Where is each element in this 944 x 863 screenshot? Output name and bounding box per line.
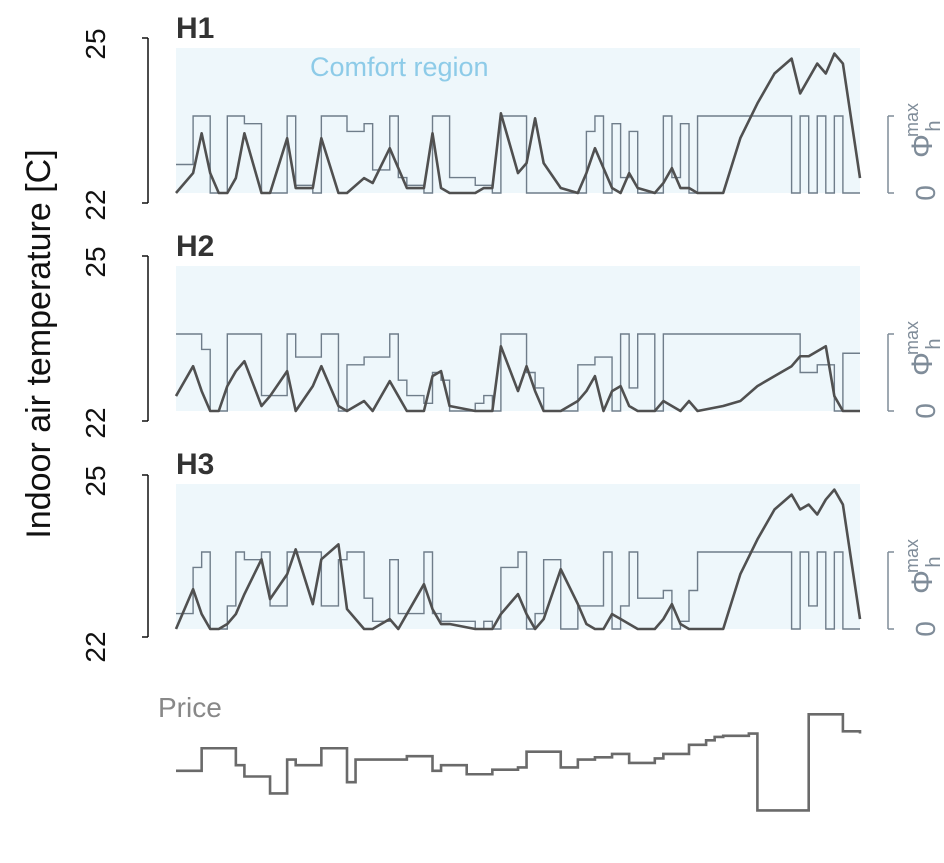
y-tick-label-bottom: 22 <box>80 407 111 438</box>
temperature-line <box>175 52 862 195</box>
secondary-axis-sub: h <box>923 120 944 131</box>
y-tick-label-bottom: 22 <box>80 631 111 662</box>
secondary-axis-sup: max <box>902 539 922 573</box>
secondary-axis-symbol: Φ <box>906 352 939 376</box>
temperature-line <box>174 488 862 631</box>
y-tick-label-top: 25 <box>80 28 111 59</box>
comfort-label: Comfort region <box>310 52 489 82</box>
panel-title: H3 <box>176 448 214 481</box>
secondary-axis-sub: h <box>923 338 944 349</box>
panel-title: H2 <box>176 230 214 263</box>
secondary-zero-label: 0 <box>910 621 941 637</box>
secondary-axis-sub: h <box>923 556 944 567</box>
secondary-axis-symbol: Φ <box>906 570 939 594</box>
y-axis-label: Indoor air temperature [C] <box>20 149 58 538</box>
secondary-zero-label: 0 <box>910 185 941 201</box>
price-line <box>176 713 862 812</box>
heat-power-line <box>176 551 860 630</box>
heat-power-line <box>176 115 860 194</box>
secondary-axis-sup: max <box>902 103 922 137</box>
heat-power-line <box>176 333 860 412</box>
y-tick-label-top: 25 <box>80 246 111 277</box>
temperature-line <box>174 344 860 413</box>
secondary-axis-sup: max <box>902 321 922 355</box>
panel-title: H1 <box>176 12 214 45</box>
price-panel: Price <box>158 692 862 812</box>
y-tick-label-bottom: 22 <box>80 189 111 220</box>
secondary-zero-label: 0 <box>910 403 941 419</box>
y-tick-label-top: 25 <box>80 465 111 496</box>
price-label: Price <box>158 692 222 723</box>
secondary-axis-symbol: Φ <box>906 134 939 158</box>
